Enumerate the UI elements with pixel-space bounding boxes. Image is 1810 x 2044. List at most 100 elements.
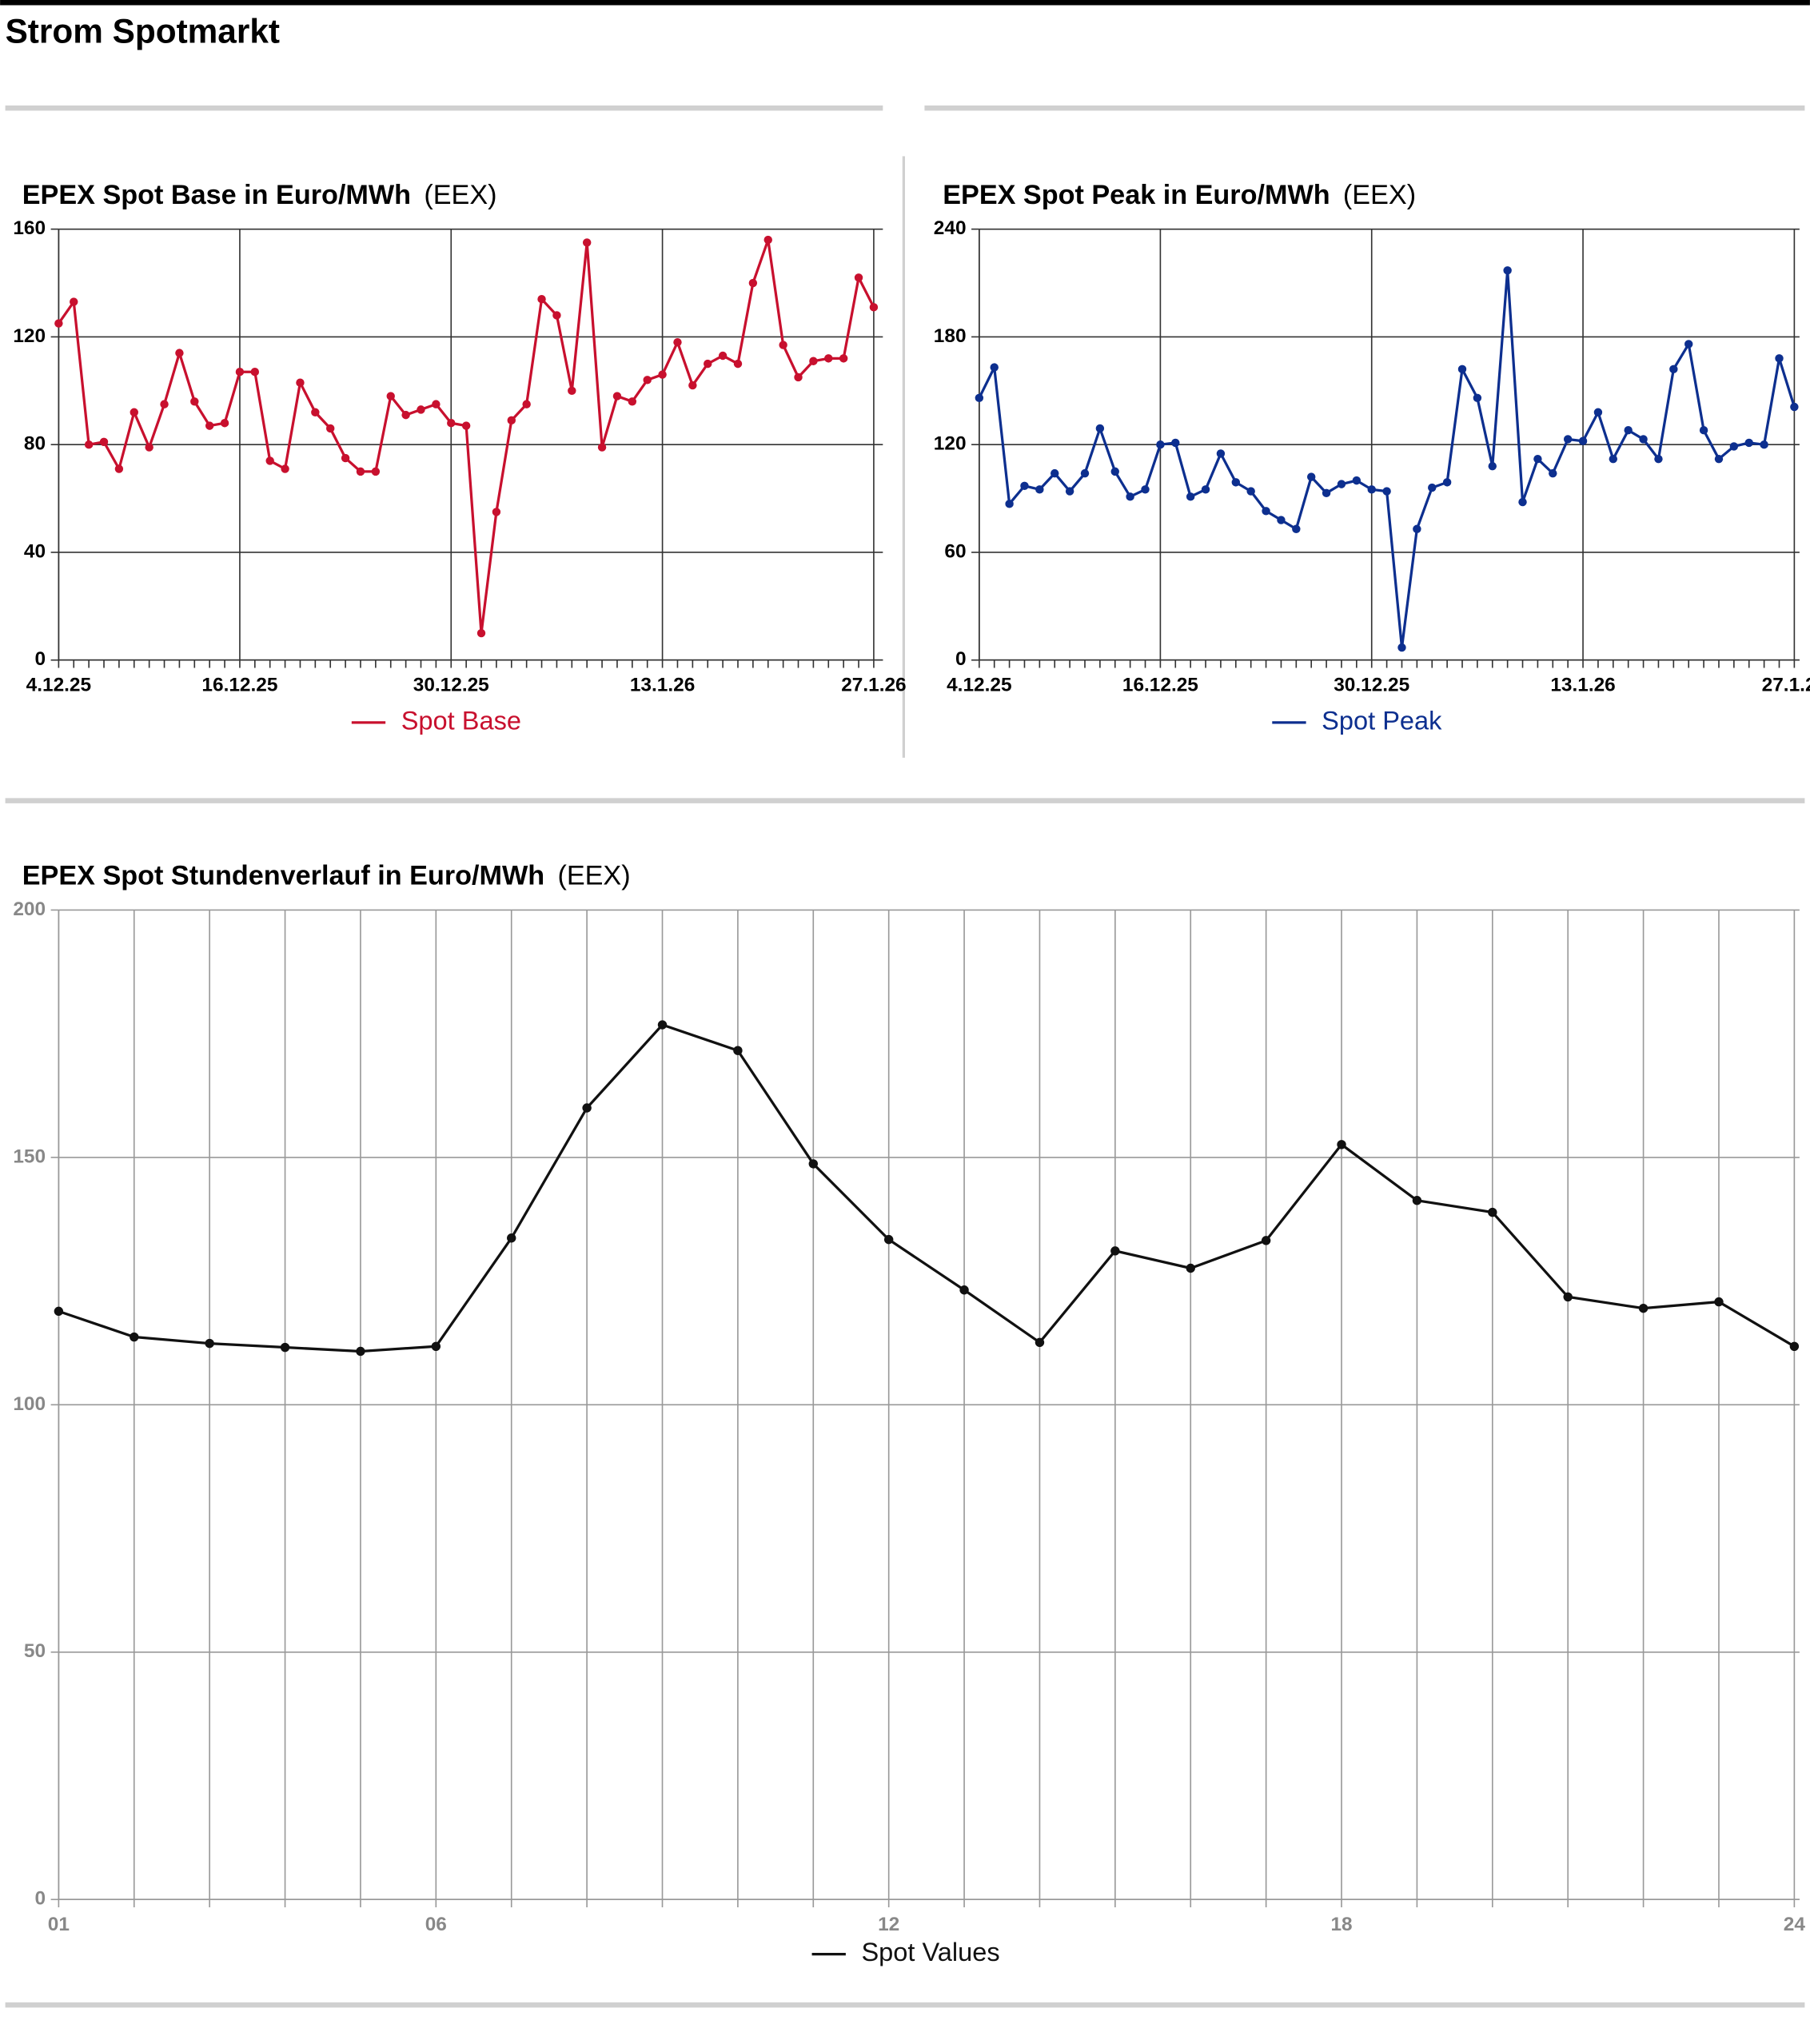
series-line <box>58 239 875 634</box>
data-point <box>1563 1292 1573 1302</box>
y-tick-label: 60 <box>944 540 966 562</box>
data-point <box>356 467 365 476</box>
data-point <box>1261 1236 1271 1245</box>
series-line <box>978 270 1796 648</box>
x-tick-label: 12 <box>878 1914 899 1935</box>
chart-title: EPEX Spot Peak in Euro/MWh (EEX) <box>943 180 1416 210</box>
data-point <box>1186 1263 1195 1273</box>
data-point <box>552 311 561 320</box>
data-point <box>507 416 516 425</box>
data-point <box>1292 524 1301 533</box>
data-point <box>808 1159 818 1169</box>
data-point <box>1428 483 1437 492</box>
y-tick-label: 160 <box>13 217 46 239</box>
x-tick-label: 30.12.25 <box>1334 675 1409 696</box>
legend-label: Spot Peak <box>1322 707 1442 735</box>
data-point <box>1095 424 1105 433</box>
data-point <box>1110 1246 1120 1256</box>
data-point <box>371 467 381 476</box>
separator <box>5 2002 1805 2008</box>
legend-label: Spot Values <box>861 1938 999 1966</box>
data-point <box>432 400 441 408</box>
data-point <box>1156 440 1165 449</box>
y-tick-label: 0 <box>35 648 46 670</box>
chart-title: EPEX Spot Base in Euro/MWh (EEX) <box>22 180 497 210</box>
data-point <box>1714 454 1724 464</box>
data-point <box>401 410 410 420</box>
data-point <box>657 1020 668 1030</box>
data-point <box>1005 500 1014 508</box>
data-point <box>643 376 652 384</box>
data-point <box>296 378 305 387</box>
data-point <box>1216 449 1226 458</box>
data-point <box>265 456 274 465</box>
data-point <box>597 443 607 452</box>
y-tick-label: 240 <box>934 217 967 239</box>
data-point <box>356 1346 365 1357</box>
separator <box>5 105 883 111</box>
y-tick-label: 150 <box>13 1146 46 1167</box>
top-rule <box>0 0 1810 6</box>
data-point <box>794 373 803 382</box>
data-point <box>1246 487 1255 496</box>
chart-title-text: EPEX Spot Peak in Euro/MWh <box>943 180 1330 210</box>
data-point <box>1775 354 1784 363</box>
data-point <box>612 392 622 400</box>
data-point <box>447 419 456 428</box>
data-point <box>476 628 486 638</box>
data-point <box>54 319 63 328</box>
data-point <box>763 235 772 245</box>
data-point <box>854 273 863 282</box>
series-line <box>58 1023 1796 1353</box>
data-point <box>235 368 245 377</box>
data-point <box>1790 402 1799 412</box>
data-point <box>160 400 169 408</box>
data-point <box>205 1338 214 1349</box>
separator <box>924 105 1805 111</box>
data-point <box>220 419 229 428</box>
x-tick-label: 27.1.26 <box>841 675 906 696</box>
data-point <box>280 1342 290 1353</box>
data-point <box>1760 440 1768 449</box>
data-point <box>839 354 848 363</box>
data-point <box>311 408 320 416</box>
x-tick-label: 4.12.25 <box>947 675 1011 696</box>
data-point <box>1744 438 1753 448</box>
data-point <box>1624 426 1633 435</box>
data-point <box>1638 1303 1649 1313</box>
y-tick-label: 200 <box>13 898 46 920</box>
data-point <box>658 370 667 379</box>
data-point <box>733 359 743 369</box>
data-point <box>1231 478 1241 487</box>
data-point <box>1609 454 1618 464</box>
data-point <box>1065 487 1074 496</box>
data-point <box>1549 468 1557 478</box>
data-point <box>779 341 787 349</box>
x-tick-label: 16.12.25 <box>1122 675 1198 696</box>
data-point <box>582 238 592 247</box>
data-point <box>1141 485 1150 494</box>
data-point <box>1337 480 1346 488</box>
data-point <box>748 278 758 288</box>
data-point <box>1684 340 1693 349</box>
data-point <box>1669 365 1678 374</box>
data-point <box>1367 485 1376 494</box>
data-point <box>1473 393 1482 402</box>
chart-source: (EEX) <box>1343 180 1416 210</box>
data-point <box>1171 438 1180 448</box>
x-tick-label: 30.12.25 <box>413 675 489 696</box>
data-point <box>1277 516 1286 524</box>
data-point <box>84 440 94 449</box>
y-tick-label: 80 <box>24 433 46 455</box>
data-point <box>883 1234 894 1245</box>
data-point <box>537 295 546 304</box>
data-point <box>54 1306 64 1317</box>
data-point <box>1699 426 1708 435</box>
separator <box>902 156 905 758</box>
data-point <box>1352 476 1361 485</box>
data-point <box>1503 266 1512 275</box>
x-tick-label: 01 <box>48 1914 70 1935</box>
data-point <box>869 303 879 312</box>
data-point <box>1397 643 1406 652</box>
